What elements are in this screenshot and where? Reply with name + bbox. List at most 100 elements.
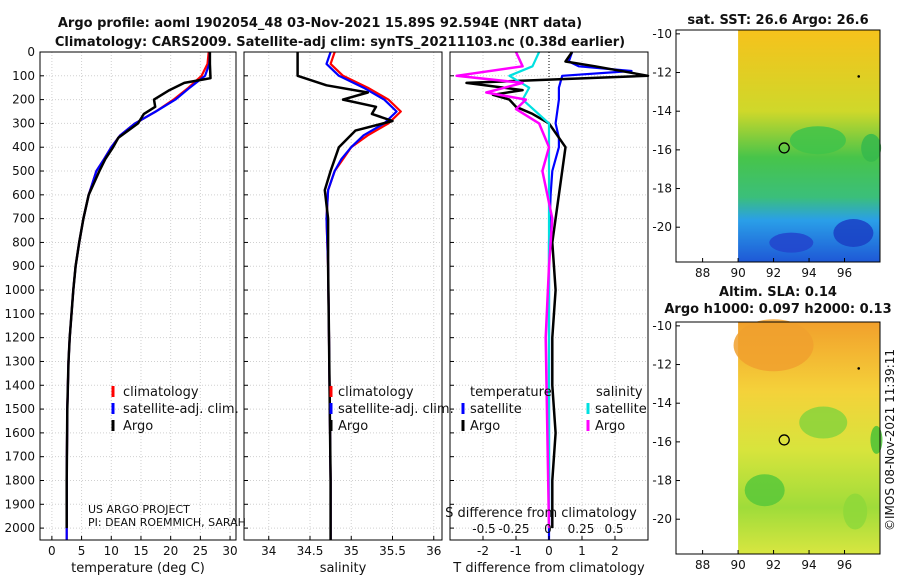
y-tick-label: 1600 [4,426,35,440]
map-frame [675,321,881,555]
y-tick-label: 1900 [4,497,35,511]
axes-frame [243,51,443,541]
map-frame [675,29,881,263]
figure-subtitle: Climatology: CARS2009. Satellite-adj cli… [55,35,625,50]
legend-label-climatology: climatology [338,385,414,400]
figure-title: Argo profile: aoml 1902054_48 03-Nov-202… [58,16,582,31]
island-marker [857,75,861,78]
x-axis-label: salinity [320,561,367,576]
legend-label-s-satellite: satellite [595,402,647,417]
y-tick-label: 600 [12,188,35,202]
s-tick-label: 0.25 [568,522,595,536]
map-y-tick-label: -10 [652,319,672,333]
s-tick-label: 0 [544,522,552,536]
map-patch [733,319,814,372]
x-tick-label: 0 [545,544,553,558]
map-patch [799,406,848,439]
x-tick-label: -1 [510,544,522,558]
map-patch [843,493,868,530]
salinity-legend: climatology satellite-adj. clim. Argo [329,385,454,434]
sst-map: 88 90 92 94 96 -10 -12 -14 -16 -18 -20 [652,27,882,280]
legend-label-argo: Argo [123,419,153,434]
x-tick-label: 25 [193,544,208,558]
x-tick-label: 10 [104,544,119,558]
map-patch [789,126,846,155]
s-tick-label: 0.5 [604,522,623,536]
difference-panel: -2 -1 0 1 2 T difference from climatology [449,51,650,576]
y-tick-label: 1800 [4,473,35,487]
float-position-marker [778,434,790,446]
series-line-salinity-satellite [508,51,551,529]
y-tick-label: 200 [12,93,35,107]
legend-label-argo: Argo [338,419,368,434]
s-difference-axis-label: S difference from climatology [445,506,637,521]
credit-project: US ARGO PROJECT [88,503,190,516]
x-tick-label: 20 [163,544,178,558]
temperature-panel: 0 5 10 15 20 25 300100200300400500600700800900… [4,45,237,576]
map-x-tick-label: 92 [766,266,781,280]
sla-map-subtitle: Argo h1000: 0.097 h2000: 0.13 [664,302,891,317]
x-tick-label: 35 [344,544,359,558]
series-line-climatology [65,51,210,540]
x-tick-label: 1 [578,544,586,558]
y-tick-label: 100 [12,69,35,83]
s-tick-label: -0.5 [472,522,495,536]
series-line-temperature-satellite [547,51,633,540]
island-marker [857,367,861,370]
legend-label-t-satellite: satellite [470,402,522,417]
sst-map-title: sat. SST: 26.6 Argo: 26.6 [687,13,868,28]
s-difference-ticks: -0.5 -0.25 0 0.25 0.5 [472,522,623,536]
y-tick-label: 1100 [4,307,35,321]
legend-label-satellite-adj: satellite-adj. clim. [123,402,239,417]
sla-map: 88 90 92 94 96 -10 -12 -14 -16 -18 -20 [652,319,883,572]
y-tick-label: 1400 [4,378,35,392]
map-x-tick-label: 90 [730,558,745,572]
y-tick-label: 1000 [4,283,35,297]
credit-pi: PI: DEAN ROEMMICH, SARAH [88,516,246,529]
sla-map-title: Altim. SLA: 0.14 [719,285,837,300]
map-patch [870,425,883,454]
legend-label-climatology: climatology [123,385,199,400]
x-tick-label: 35.5 [379,544,406,558]
y-tick-label: 700 [12,212,35,226]
map-x-tick-label: 88 [695,558,710,572]
map-y-tick-label: -12 [652,66,672,80]
axes-frame [39,51,237,541]
x-axis-label: temperature (deg C) [71,561,205,576]
legend-label-satellite-adj: satellite-adj. clim. [338,402,454,417]
s-tick-label: -0.25 [498,522,529,536]
y-tick-label: 900 [12,259,35,273]
x-tick-label: 5 [78,544,86,558]
series-line-satellite-adj-clim- [65,51,211,540]
map-patch [769,232,814,253]
map-y-tick-label: -16 [652,143,672,157]
y-tick-label: 1700 [4,450,35,464]
map-y-tick-label: -20 [652,220,672,234]
map-x-tick-label: 90 [730,266,745,280]
map-y-tick-label: -12 [652,358,672,372]
map-x-tick-label: 92 [766,558,781,572]
map-y-tick-label: -20 [652,512,672,526]
y-tick-label: 1200 [4,331,35,345]
map-y-tick-label: -10 [652,27,672,41]
x-tick-label: 34 [261,544,276,558]
x-tick-label: 34.5 [297,544,324,558]
y-tick-label: 1500 [4,402,35,416]
series-line-salinity-argo [455,51,554,529]
float-position-marker [778,142,790,154]
difference-legend: temperature salinity satellite Argo sate… [461,385,647,434]
x-tick-label: -2 [477,544,489,558]
y-tick-label: 800 [12,235,35,249]
map-patch [744,474,785,507]
x-tick-label: 15 [133,544,148,558]
y-tick-label: 1300 [4,354,35,368]
map-y-tick-label: -14 [652,104,672,118]
legend-heading-salinity: salinity [596,385,643,400]
y-tick-label: 2000 [4,521,35,535]
x-tick-label: 0 [48,544,56,558]
map-patch [833,219,874,247]
map-x-tick-label: 94 [801,266,816,280]
legend-label-s-argo: Argo [595,419,625,434]
map-x-tick-label: 94 [801,558,816,572]
legend-heading-temperature: temperature [470,385,552,400]
